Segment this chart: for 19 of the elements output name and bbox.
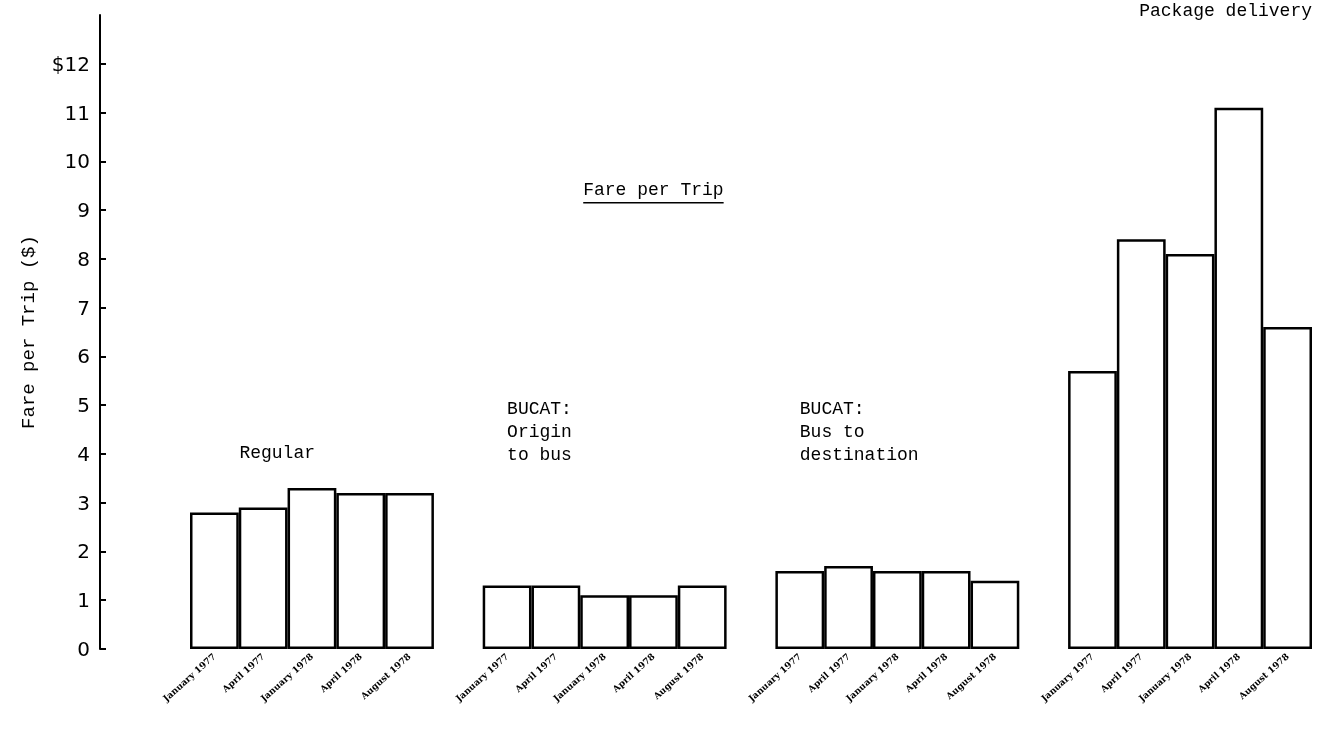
y-axis-title: Fare per Trip ($) <box>17 235 40 429</box>
y-tick-label: 2 <box>77 539 90 564</box>
y-tick-label: 5 <box>77 393 90 418</box>
annotation: Package delivery <box>1139 1 1313 21</box>
annotation: BUCAT: Origin to bus <box>507 399 572 466</box>
y-tick-label: 7 <box>77 295 90 320</box>
text: Fare per Trip <box>583 179 724 200</box>
y-tick-label: 4 <box>77 441 90 466</box>
y-tick-label: 1 <box>77 588 90 613</box>
annotation: Regular <box>239 443 316 464</box>
y-tick-label: 6 <box>77 344 90 369</box>
y-tick-label: 0 <box>77 637 90 661</box>
y-tick-label: 10 <box>64 149 90 174</box>
y-tick-label: $12 <box>51 51 90 76</box>
y-tick-label: 8 <box>77 246 90 271</box>
annotation: BUCAT: Bus to destination <box>799 399 919 466</box>
y-tick-label: 3 <box>77 490 90 515</box>
y-tick-label: 9 <box>77 198 90 223</box>
y-tick-label: 11 <box>64 100 90 125</box>
